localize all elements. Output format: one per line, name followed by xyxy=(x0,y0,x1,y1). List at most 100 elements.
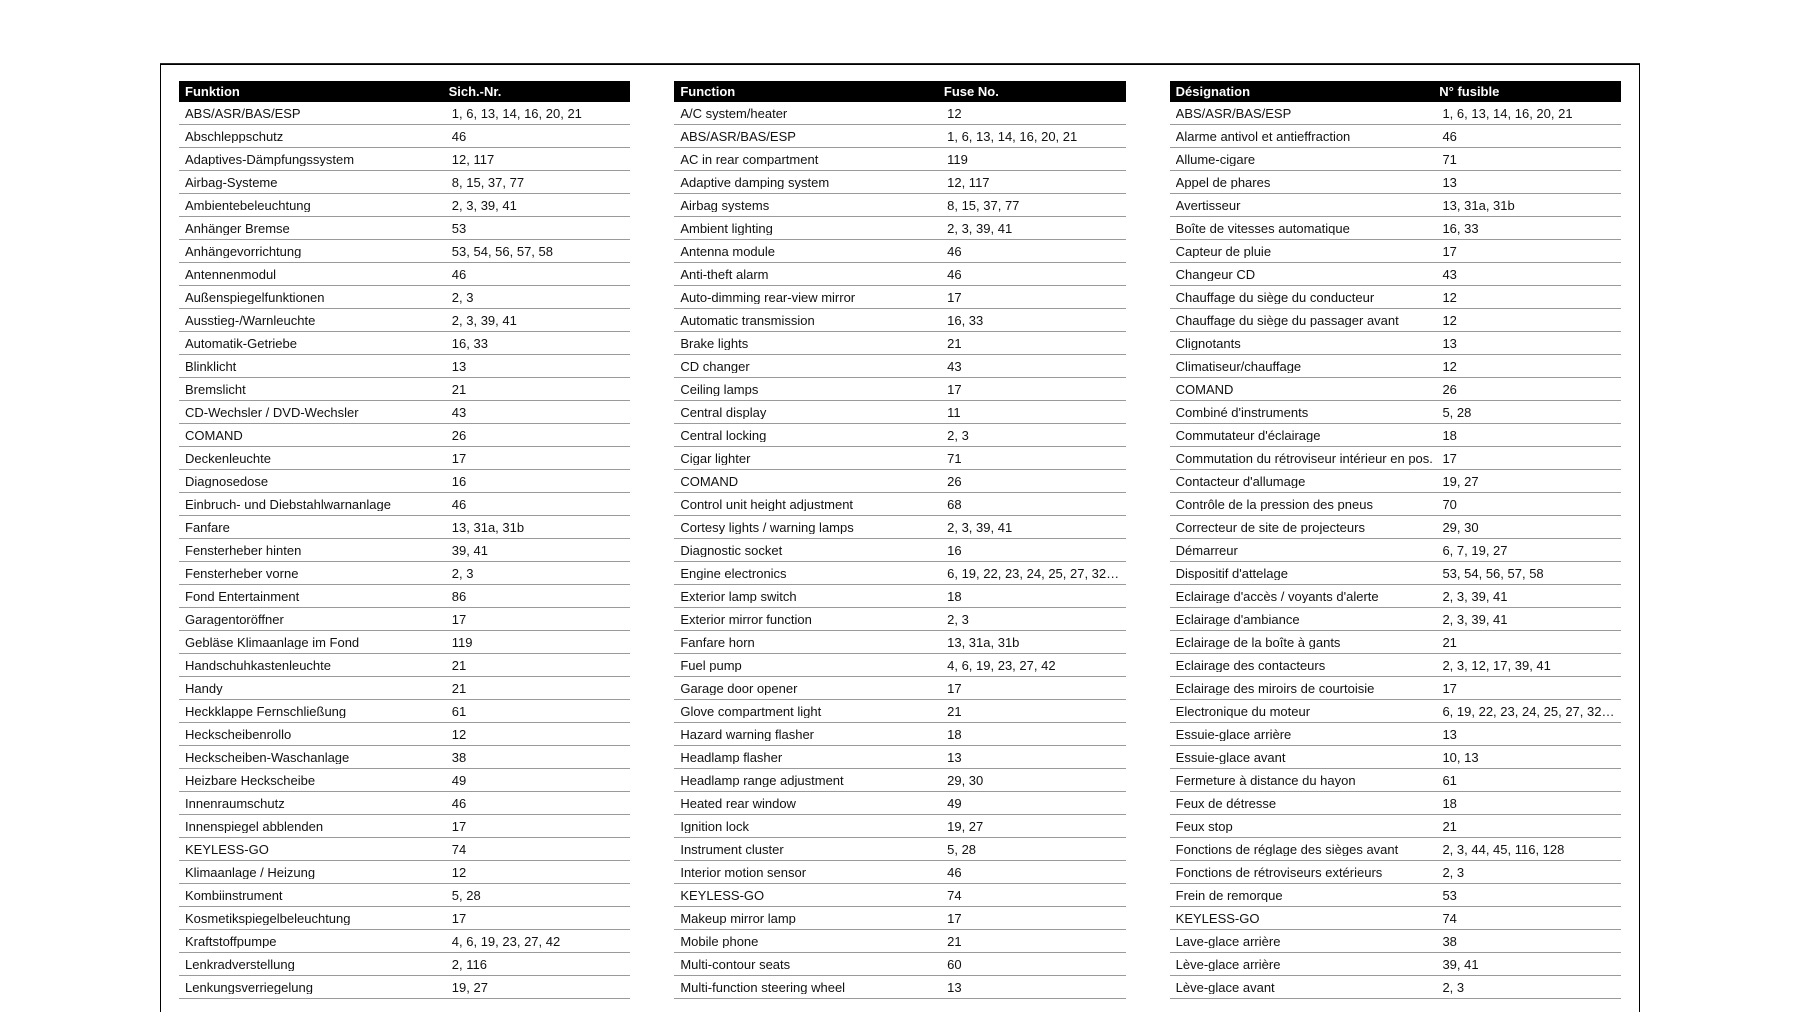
row-function: Cigar lighter xyxy=(680,452,947,465)
row-function: Handschuhkastenleuchte xyxy=(185,659,452,672)
row-fuse-no: 18 xyxy=(947,590,1120,603)
row-function: Auto-dimming rear-view mirror xyxy=(680,291,947,304)
table-row: Anti-theft alarm46 xyxy=(674,263,1125,286)
row-fuse-no: 12 xyxy=(452,866,625,879)
row-function: Ambientebeleuchtung xyxy=(185,199,452,212)
row-function: Heckscheibenrollo xyxy=(185,728,452,741)
table-row: Ceiling lamps17 xyxy=(674,378,1125,401)
row-fuse-no: 13, 31a, 31b xyxy=(947,636,1120,649)
table-row: Kraftstoffpumpe4, 6, 19, 23, 27, 42 xyxy=(179,930,630,953)
table-row: Headlamp flasher13 xyxy=(674,746,1125,769)
row-fuse-no: 19, 27 xyxy=(947,820,1120,833)
row-function: Essuie-glace arrière xyxy=(1176,728,1443,741)
row-function: Chauffage du siège du passager avant xyxy=(1176,314,1443,327)
table-row: Feux stop21 xyxy=(1170,815,1621,838)
row-fuse-no: 6, 7, 19, 27 xyxy=(1442,544,1615,557)
fuse-table-fr-header: Désignation N° fusible xyxy=(1170,81,1621,102)
row-function: Essuie-glace avant xyxy=(1176,751,1443,764)
row-fuse-no: 2, 3 xyxy=(947,429,1120,442)
table-row: Blinklicht13 xyxy=(179,355,630,378)
row-fuse-no: 13 xyxy=(1442,728,1615,741)
row-function: Fensterheber hinten xyxy=(185,544,452,557)
table-row: Abschleppschutz46 xyxy=(179,125,630,148)
row-fuse-no: 2, 3 xyxy=(1442,866,1615,879)
row-function: ABS/ASR/BAS/ESP xyxy=(185,107,452,120)
row-function: Boîte de vitesses automatique xyxy=(1176,222,1443,235)
table-row: Automatik-Getriebe16, 33 xyxy=(179,332,630,355)
table-row: Fanfare horn13, 31a, 31b xyxy=(674,631,1125,654)
row-fuse-no: 13 xyxy=(947,981,1120,994)
row-fuse-no: 2, 3, 12, 17, 39, 41 xyxy=(1442,659,1615,672)
header-function-de: Funktion xyxy=(185,85,449,98)
table-row: A/C system/heater12 xyxy=(674,102,1125,125)
table-row: KEYLESS-GO74 xyxy=(674,884,1125,907)
table-row: Combiné d'instruments5, 28 xyxy=(1170,401,1621,424)
table-row: Fensterheber hinten39, 41 xyxy=(179,539,630,562)
table-row: Anhängevorrichtung53, 54, 56, 57, 58 xyxy=(179,240,630,263)
row-function: Makeup mirror lamp xyxy=(680,912,947,925)
row-function: Garagentoröffner xyxy=(185,613,452,626)
row-fuse-no: 49 xyxy=(452,774,625,787)
table-row: Exterior mirror function2, 3 xyxy=(674,608,1125,631)
table-row: Handy21 xyxy=(179,677,630,700)
table-row: Auto-dimming rear-view mirror17 xyxy=(674,286,1125,309)
table-row: Climatiseur/chauffage12 xyxy=(1170,355,1621,378)
table-row: Fensterheber vorne2, 3 xyxy=(179,562,630,585)
row-fuse-no: 17 xyxy=(452,912,625,925)
row-function: Diagnosedose xyxy=(185,475,452,488)
row-function: Interior motion sensor xyxy=(680,866,947,879)
row-fuse-no: 13 xyxy=(452,360,625,373)
table-row: Diagnosedose16 xyxy=(179,470,630,493)
row-fuse-no: 13 xyxy=(947,751,1120,764)
row-fuse-no: 17 xyxy=(452,613,625,626)
row-function: Handy xyxy=(185,682,452,695)
row-function: Heckklappe Fernschließung xyxy=(185,705,452,718)
row-fuse-no: 18 xyxy=(947,728,1120,741)
row-fuse-no: 2, 3, 44, 45, 116, 128 xyxy=(1442,843,1615,856)
table-row: Innenraumschutz46 xyxy=(179,792,630,815)
row-function: Headlamp flasher xyxy=(680,751,947,764)
row-fuse-no: 53 xyxy=(452,222,625,235)
row-function: Adaptive damping system xyxy=(680,176,947,189)
table-row: Klimaanlage / Heizung12 xyxy=(179,861,630,884)
table-row: Heckklappe Fernschließung61 xyxy=(179,700,630,723)
row-function: Exterior lamp switch xyxy=(680,590,947,603)
table-row: Electronique du moteur6, 19, 22, 23, 24,… xyxy=(1170,700,1621,723)
table-row: Eclairage d'accès / voyants d'alerte2, 3… xyxy=(1170,585,1621,608)
row-function: ABS/ASR/BAS/ESP xyxy=(680,130,947,143)
row-fuse-no: 74 xyxy=(452,843,625,856)
table-row: Central locking2, 3 xyxy=(674,424,1125,447)
page: Funktion Sich.-Nr. ABS/ASR/BAS/ESP1, 6, … xyxy=(0,0,1799,1012)
row-fuse-no: 21 xyxy=(452,682,625,695)
table-row: Gebläse Klimaanlage im Fond119 xyxy=(179,631,630,654)
row-function: Fanfare horn xyxy=(680,636,947,649)
table-row: Lève-glace avant2, 3 xyxy=(1170,976,1621,999)
row-fuse-no: 5, 28 xyxy=(452,889,625,902)
row-function: Fonctions de rétroviseurs extérieurs xyxy=(1176,866,1443,879)
row-function: Kombiinstrument xyxy=(185,889,452,902)
row-function: CD-Wechsler / DVD-Wechsler xyxy=(185,406,452,419)
row-function: Correcteur de site de projecteurs xyxy=(1176,521,1443,534)
table-row: Lenkradverstellung2, 116 xyxy=(179,953,630,976)
row-fuse-no: 119 xyxy=(947,153,1120,166)
row-function: ABS/ASR/BAS/ESP xyxy=(1176,107,1443,120)
table-row: Chauffage du siège du passager avant12 xyxy=(1170,309,1621,332)
row-function: Blinklicht xyxy=(185,360,452,373)
table-row: Antenna module46 xyxy=(674,240,1125,263)
row-fuse-no: 17 xyxy=(947,383,1120,396)
table-row: Airbag-Systeme8, 15, 37, 77 xyxy=(179,171,630,194)
row-fuse-no: 10, 13 xyxy=(1442,751,1615,764)
row-fuse-no: 68 xyxy=(947,498,1120,511)
table-row: Exterior lamp switch18 xyxy=(674,585,1125,608)
table-row: Fonctions de réglage des sièges avant2, … xyxy=(1170,838,1621,861)
row-function: Alarme antivol et antieffraction xyxy=(1176,130,1443,143)
row-function: Commutation du rétroviseur intérieur en … xyxy=(1176,452,1443,465)
row-fuse-no: 38 xyxy=(1442,935,1615,948)
row-fuse-no: 21 xyxy=(1442,820,1615,833)
row-function: Deckenleuchte xyxy=(185,452,452,465)
row-fuse-no: 16, 33 xyxy=(947,314,1120,327)
table-row: Innenspiegel abblenden17 xyxy=(179,815,630,838)
row-function: KEYLESS-GO xyxy=(680,889,947,902)
row-function: Abschleppschutz xyxy=(185,130,452,143)
row-function: Fanfare xyxy=(185,521,452,534)
